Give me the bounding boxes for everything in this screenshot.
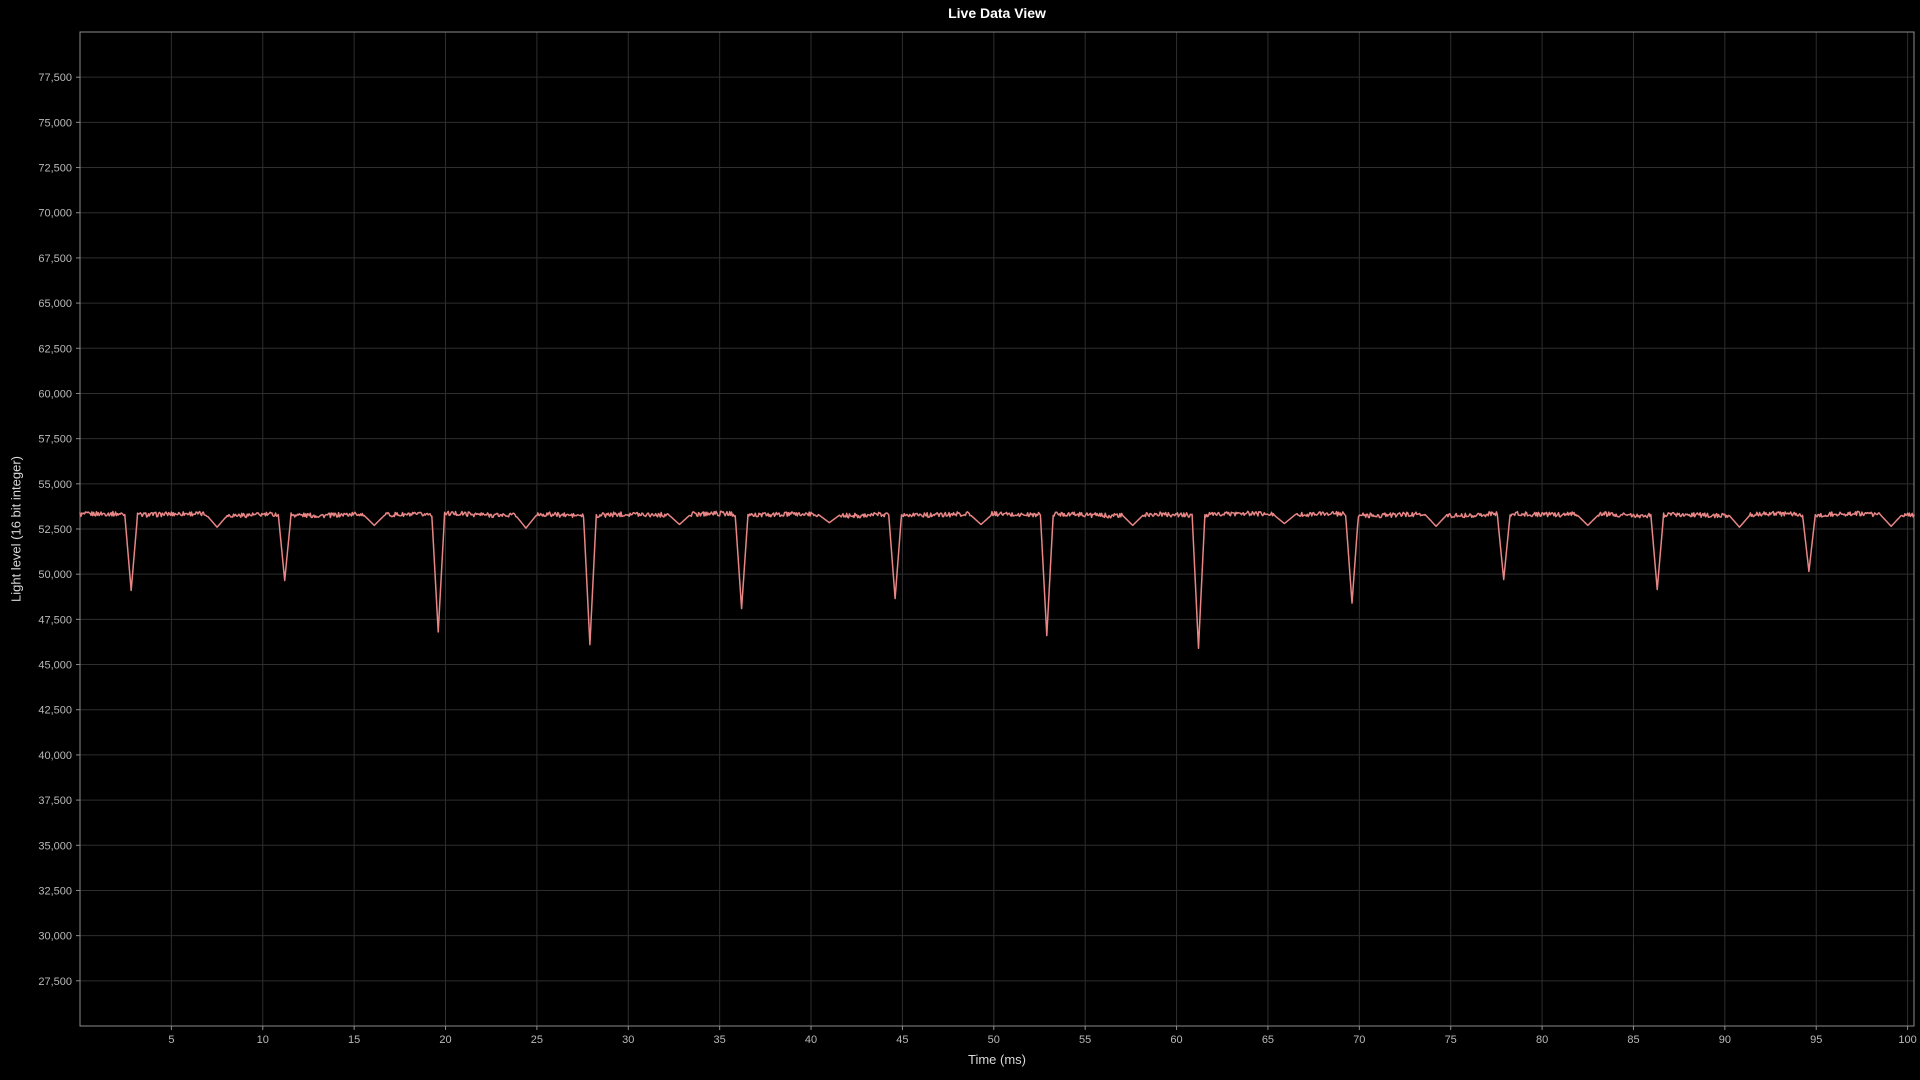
chart-title: Live Data View xyxy=(948,5,1046,21)
x-tick-label: 50 xyxy=(988,1034,1000,1046)
x-tick-label: 40 xyxy=(805,1034,817,1046)
x-tick-label: 30 xyxy=(622,1034,634,1046)
y-tick-label: 77,500 xyxy=(38,72,72,84)
y-tick-label: 32,500 xyxy=(38,885,72,897)
y-tick-label: 37,500 xyxy=(38,795,72,807)
x-tick-label: 15 xyxy=(348,1034,360,1046)
y-tick-label: 52,500 xyxy=(38,524,72,536)
x-tick-label: 20 xyxy=(439,1034,451,1046)
y-tick-label: 65,000 xyxy=(38,298,72,310)
y-tick-label: 42,500 xyxy=(38,705,72,717)
x-tick-label: 25 xyxy=(531,1034,543,1046)
y-tick-label: 30,000 xyxy=(38,931,72,943)
x-tick-label: 55 xyxy=(1079,1034,1091,1046)
y-tick-label: 55,000 xyxy=(38,479,72,491)
y-tick-label: 72,500 xyxy=(38,163,72,175)
y-tick-label: 57,500 xyxy=(38,434,72,446)
x-tick-label: 5 xyxy=(168,1034,174,1046)
x-tick-label: 90 xyxy=(1719,1034,1731,1046)
y-axis-label: Light level (16 bit integer) xyxy=(8,456,24,602)
x-tick-label: 85 xyxy=(1627,1034,1639,1046)
y-tick-label: 47,500 xyxy=(38,614,72,626)
y-tick-label: 27,500 xyxy=(38,976,72,988)
x-tick-label: 35 xyxy=(714,1034,726,1046)
light-level-line xyxy=(79,510,1915,650)
x-tick-label: 80 xyxy=(1536,1034,1548,1046)
x-tick-label: 65 xyxy=(1262,1034,1274,1046)
y-tick-label: 62,500 xyxy=(38,343,72,355)
y-tick-label: 40,000 xyxy=(38,750,72,762)
x-tick-label: 75 xyxy=(1445,1034,1457,1046)
y-tick-label: 45,000 xyxy=(38,660,72,672)
x-tick-label: 10 xyxy=(257,1034,269,1046)
y-tick-label: 75,000 xyxy=(38,117,72,129)
y-tick-label: 60,000 xyxy=(38,388,72,400)
y-tick-label: 50,000 xyxy=(38,569,72,581)
x-tick-label: 95 xyxy=(1810,1034,1822,1046)
x-tick-label: 45 xyxy=(896,1034,908,1046)
x-tick-label: 70 xyxy=(1353,1034,1365,1046)
y-tick-label: 70,000 xyxy=(38,208,72,220)
x-tick-label: 100 xyxy=(1898,1034,1916,1046)
x-axis-label: Time (ms) xyxy=(967,1052,1026,1067)
x-tick-label: 60 xyxy=(1170,1034,1182,1046)
y-tick-label: 67,500 xyxy=(38,253,72,265)
y-tick-label: 35,000 xyxy=(38,840,72,852)
